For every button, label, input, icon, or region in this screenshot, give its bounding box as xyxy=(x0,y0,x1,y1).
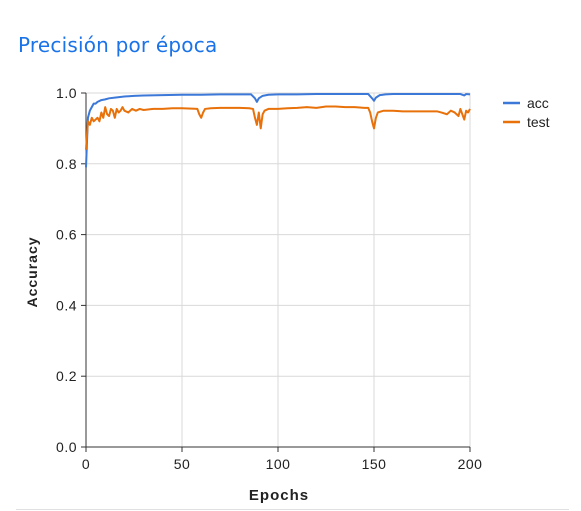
y-tick-label: 0.8 xyxy=(56,156,77,172)
x-tick-label: 150 xyxy=(362,456,387,472)
chart-series xyxy=(85,93,471,168)
series-line-acc xyxy=(85,93,471,168)
y-tick-label: 0.6 xyxy=(56,227,77,243)
y-tick-label: 0.0 xyxy=(56,439,77,455)
x-tick-label: 200 xyxy=(458,456,483,472)
y-tick-label: 0.2 xyxy=(56,368,77,384)
y-axis-label: Accuracy xyxy=(24,236,40,307)
series-line-test xyxy=(85,105,471,150)
y-tick-label: 0.4 xyxy=(56,297,77,313)
x-axis-label: Epochs xyxy=(249,487,309,504)
x-tick-label: 50 xyxy=(174,456,191,472)
chart-title: Precisión por época xyxy=(18,33,218,57)
chart-axes xyxy=(81,92,471,452)
legend-label-acc: acc xyxy=(527,95,549,111)
legend-label-test: test xyxy=(527,114,550,130)
y-tick-label: 1.0 xyxy=(56,85,77,101)
x-tick-label: 100 xyxy=(266,456,291,472)
x-tick-label: 0 xyxy=(82,456,90,472)
divider xyxy=(16,509,569,510)
chart-grid xyxy=(86,92,471,447)
chart-legend: acc test xyxy=(503,95,550,130)
chart-ticks: 0.0 0.2 0.4 0.6 0.8 1.0 0 50 100 150 200 xyxy=(56,85,482,472)
